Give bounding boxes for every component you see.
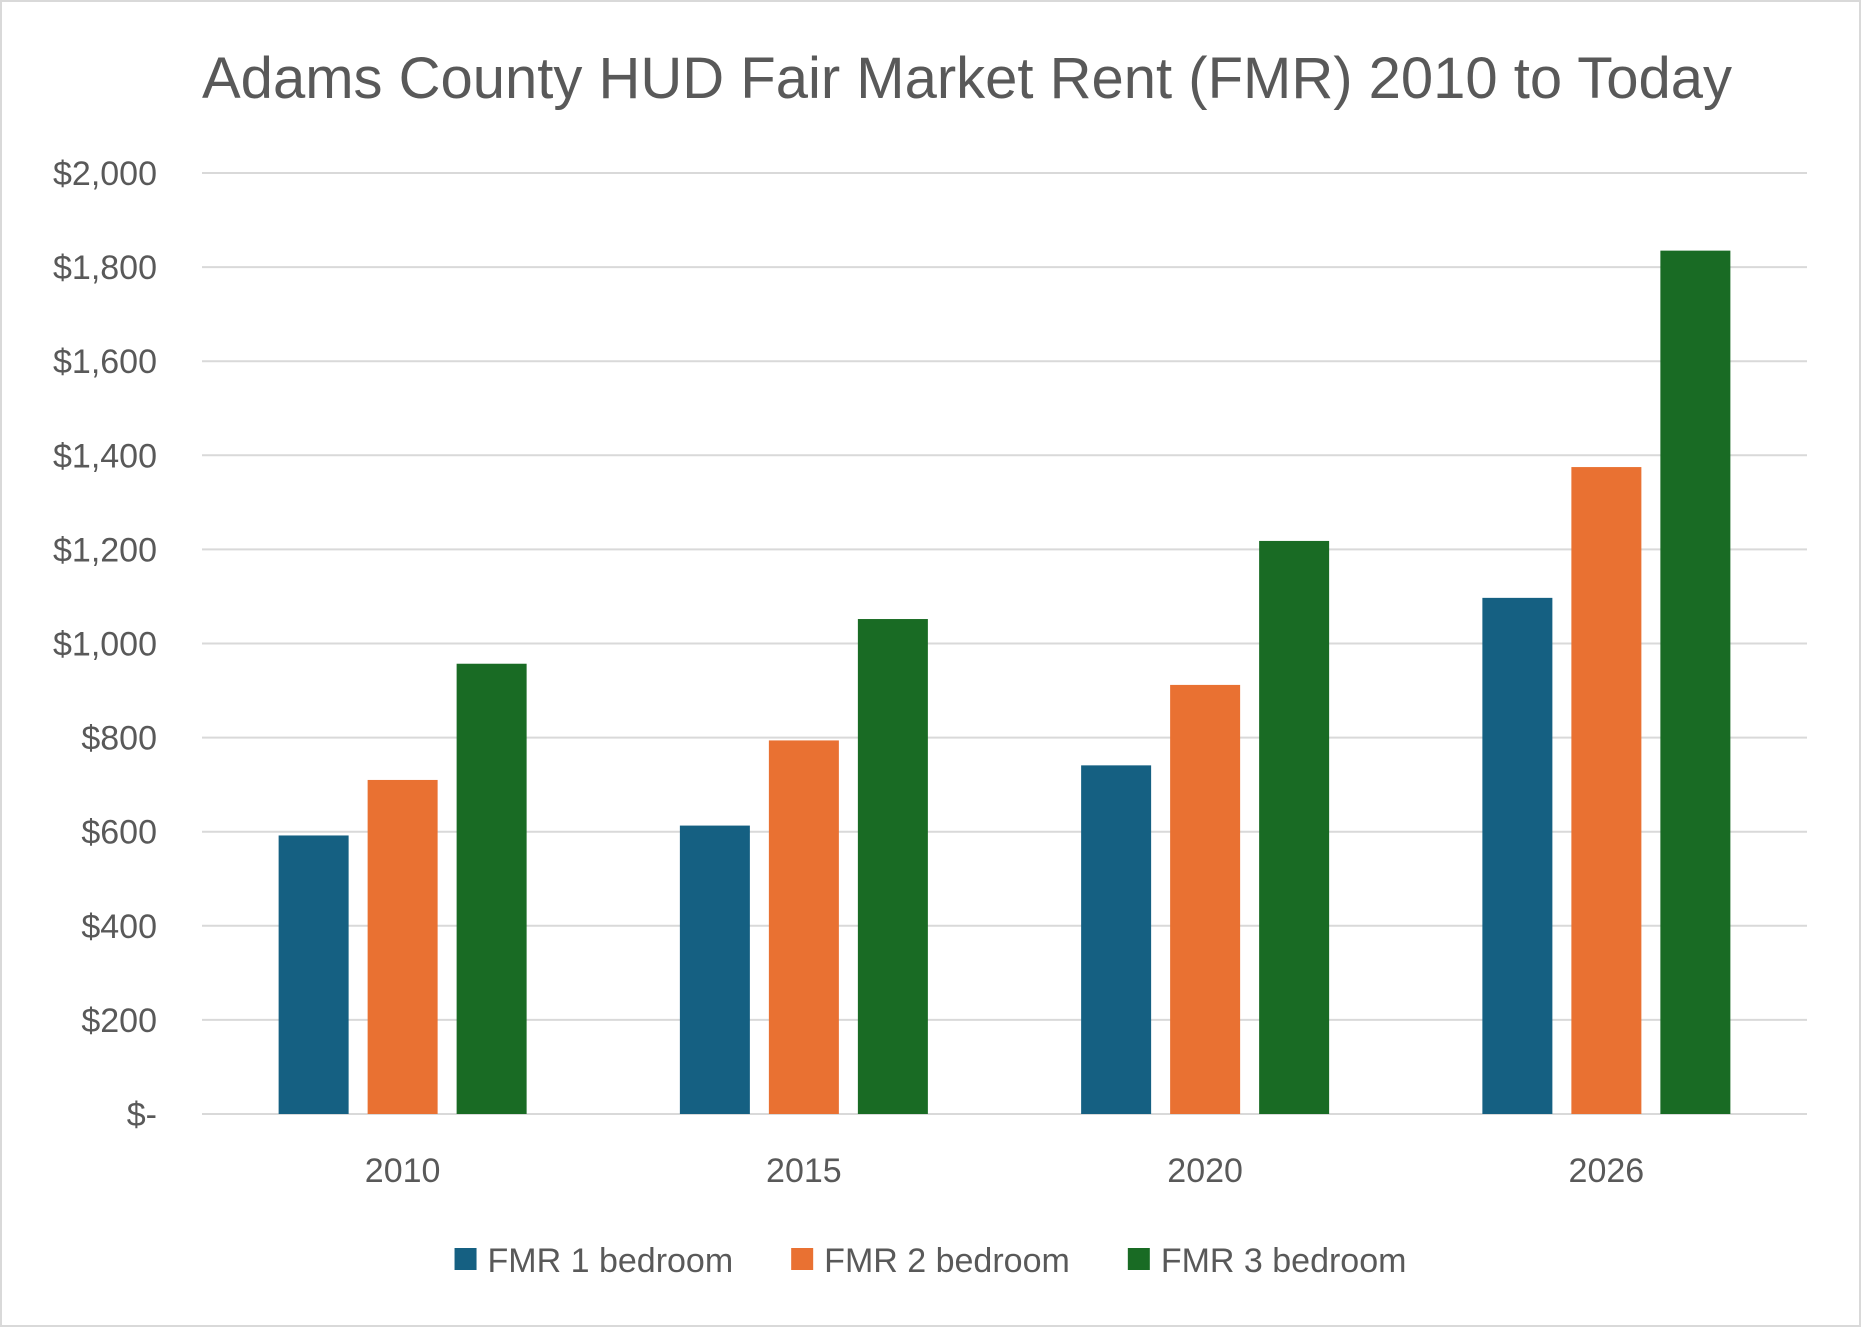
- gridlines: [202, 172, 1807, 1115]
- bar-fmr-2-bedroom-2026: [1571, 467, 1642, 1114]
- chart-title: Adams County HUD Fair Market Rent (FMR) …: [202, 46, 1732, 111]
- y-tick-label: $1,600: [53, 343, 157, 381]
- legend: FMR 1 bedroom FMR 2 bedroom FMR 3 bedroom: [454, 1242, 1407, 1280]
- bar-fmr-3-bedroom-2015: [857, 619, 928, 1114]
- x-tick-label: 2020: [1167, 1152, 1243, 1190]
- x-tick-label: 2026: [1569, 1152, 1645, 1190]
- legend-swatch: [791, 1248, 814, 1270]
- y-tick-label: $-: [127, 1096, 157, 1134]
- y-tick-label: $1,200: [53, 531, 157, 569]
- legend-swatch: [454, 1248, 477, 1270]
- x-axis-ticks: 2010 2015 2020 2026: [365, 1152, 1644, 1190]
- y-tick-label: $2,000: [53, 155, 157, 193]
- bars: [278, 250, 1731, 1114]
- bar-fmr-1-bedroom-2010: [278, 835, 349, 1114]
- y-tick-label: $200: [81, 1002, 157, 1040]
- y-tick-label: $400: [81, 908, 157, 946]
- legend-label: FMR 3 bedroom: [1161, 1242, 1407, 1280]
- y-tick-label: $1,000: [53, 626, 157, 664]
- legend-label: FMR 2 bedroom: [824, 1242, 1070, 1280]
- bar-fmr-1-bedroom-2020: [1081, 765, 1152, 1114]
- legend-label: FMR 1 bedroom: [488, 1242, 734, 1280]
- bar-fmr-2-bedroom-2020: [1170, 684, 1241, 1114]
- bar-fmr-1-bedroom-2015: [679, 825, 750, 1114]
- y-tick-label: $1,800: [53, 249, 157, 287]
- y-axis-ticks: $- $200 $400 $600 $800 $1,000 $1,200 $1,400 $1,6…: [53, 155, 157, 1134]
- bar-fmr-3-bedroom-2010: [456, 663, 527, 1114]
- x-tick-label: 2010: [365, 1152, 441, 1190]
- bar-fmr-3-bedroom-2026: [1660, 250, 1731, 1114]
- y-tick-label: $1,400: [53, 437, 157, 475]
- y-tick-label: $600: [81, 814, 157, 852]
- bar-fmr-2-bedroom-2015: [768, 740, 839, 1114]
- bar-fmr-1-bedroom-2026: [1482, 597, 1553, 1114]
- y-tick-label: $800: [81, 720, 157, 758]
- legend-swatch: [1127, 1248, 1150, 1270]
- x-tick-label: 2015: [766, 1152, 842, 1190]
- bar-fmr-3-bedroom-2020: [1259, 540, 1330, 1114]
- bar-fmr-2-bedroom-2010: [367, 779, 438, 1114]
